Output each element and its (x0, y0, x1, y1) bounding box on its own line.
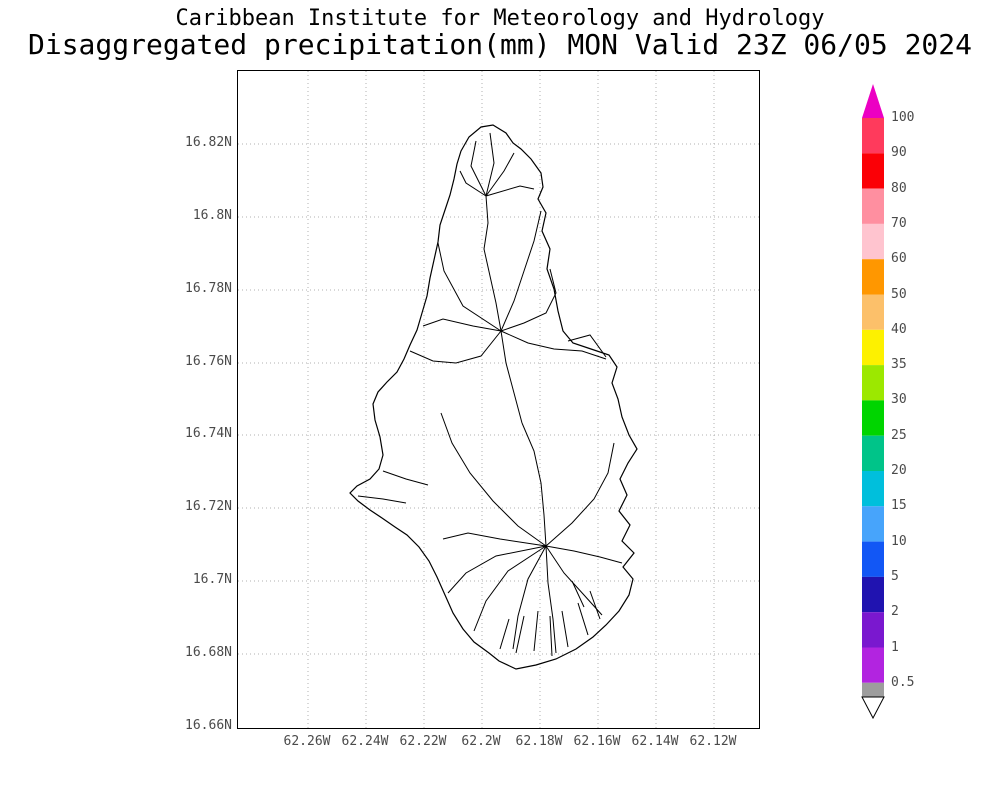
colorbar-label: 1 (891, 640, 899, 655)
y-axis-label: 16.8N (192, 208, 232, 223)
map-canvas (238, 71, 759, 728)
colorbar-segment (862, 329, 884, 366)
colorbar-label: 15 (891, 498, 907, 513)
x-axis-label: 62.24W (341, 734, 389, 749)
colorbar-label: 5 (891, 569, 899, 584)
y-axis-label: 16.66N (185, 718, 232, 733)
colorbar-label: 0.5 (891, 675, 915, 690)
colorbar-label: 10 (891, 534, 907, 549)
colorbar-segment (862, 294, 884, 330)
x-axis-label: 62.14W (631, 734, 679, 749)
colorbar-segment (862, 118, 884, 154)
colorbar-segment (862, 435, 884, 471)
page-subtitle: Disaggregated precipitation(mm) MON Vali… (27, 28, 972, 61)
gridlines (238, 71, 759, 728)
colorbar-segment (862, 188, 884, 224)
x-axis-label: 62.16W (573, 734, 621, 749)
colorbar-segment (862, 365, 884, 401)
colorbar-label: 70 (891, 216, 907, 231)
y-axis-label: 16.76N (185, 354, 232, 369)
colorbar-label: 60 (891, 251, 907, 266)
y-axis-label: 16.82N (185, 135, 232, 150)
y-axis-label: 16.7N (192, 572, 232, 587)
page-title: Caribbean Institute for Meteorology and … (175, 6, 825, 31)
colorbar-segment (862, 400, 884, 436)
x-axis-label: 62.18W (515, 734, 563, 749)
y-axis-label: 16.68N (185, 645, 232, 660)
y-axis-label: 16.72N (185, 499, 232, 514)
colorbar-arrow-bottom (861, 696, 885, 720)
colorbar-segment (862, 153, 884, 189)
colorbar-label: 40 (891, 322, 907, 337)
colorbar-label: 2 (891, 604, 899, 619)
colorbar-segment (862, 223, 884, 260)
island-outline (349, 124, 638, 670)
y-axis-label: 16.78N (185, 281, 232, 296)
colorbar-segment (862, 541, 884, 577)
colorbar-label: 25 (891, 428, 907, 443)
drainage-network (357, 132, 623, 657)
colorbar-segment (862, 682, 884, 697)
colorbar-segment (862, 647, 884, 683)
colorbar-label: 50 (891, 287, 907, 302)
colorbar-segment (862, 259, 884, 295)
x-axis-label: 62.12W (689, 734, 737, 749)
colorbar-label: 35 (891, 357, 907, 372)
colorbar-segment (862, 612, 884, 648)
colorbar-label: 80 (891, 181, 907, 196)
colorbar-segment (862, 506, 884, 542)
x-axis-label: 62.26W (283, 734, 331, 749)
colorbar (861, 84, 885, 720)
map-plot (237, 70, 760, 729)
x-axis-label: 62.22W (399, 734, 447, 749)
colorbar-segment (862, 471, 884, 507)
colorbar-label: 30 (891, 392, 907, 407)
colorbar-arrow-top (862, 84, 884, 118)
colorbar-label: 100 (891, 110, 915, 125)
colorbar-label: 20 (891, 463, 907, 478)
x-axis-label: 62.2W (461, 734, 501, 749)
colorbar-segment (862, 576, 884, 613)
colorbar-label: 90 (891, 145, 907, 160)
y-axis-label: 16.74N (185, 426, 232, 441)
